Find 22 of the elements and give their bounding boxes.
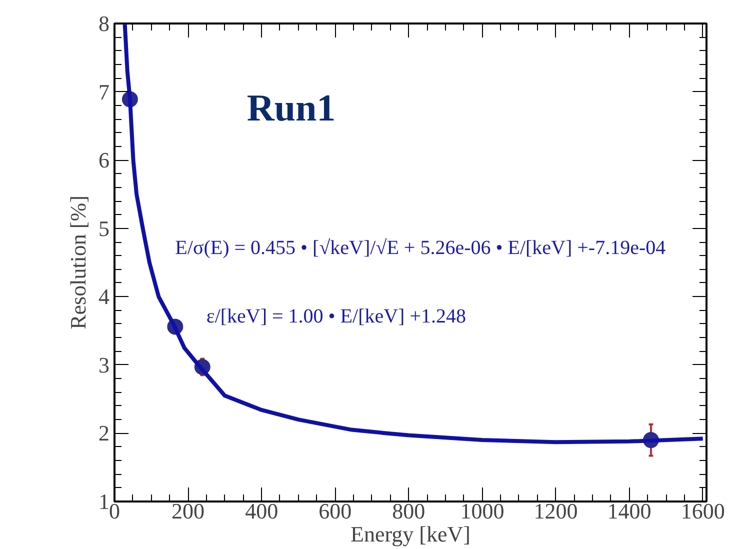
x-tick-label: 400 [245, 498, 278, 524]
y-axis-title: Resolution [%] [66, 196, 90, 330]
x-tick-label: 0 [109, 498, 120, 524]
x-tick-label: 1400 [607, 498, 652, 524]
x-tick-label: 600 [318, 498, 352, 524]
y-tick-label: 5 [98, 216, 110, 241]
y-tick-label: 8 [98, 11, 110, 36]
annotation: Run1 [246, 87, 336, 130]
x-tick-label: 200 [172, 498, 205, 524]
annotation: E/σ(E) = 0.455 • [√keV]/√E + 5.26e-06 • E/[keV] +-7.19e-04 [175, 237, 666, 260]
x-tick-label: 1600 [680, 498, 725, 524]
x-tick-label: 1000 [460, 498, 504, 524]
y-tick-label: 1 [98, 489, 110, 514]
y-tick-label: 2 [98, 420, 110, 446]
x-tick-label: 1200 [534, 498, 578, 524]
y-tick-label: 4 [98, 284, 110, 310]
y-tick-label: 3 [98, 352, 110, 378]
y-tick-label: 7 [98, 79, 110, 104]
x-tick-label: 800 [392, 498, 426, 524]
annotation: ε/[keV] = 1.00 • E/[keV] +1.248 [206, 305, 466, 328]
y-tick-label: 6 [98, 148, 110, 173]
x-axis-title: Energy [keV] [350, 522, 470, 546]
